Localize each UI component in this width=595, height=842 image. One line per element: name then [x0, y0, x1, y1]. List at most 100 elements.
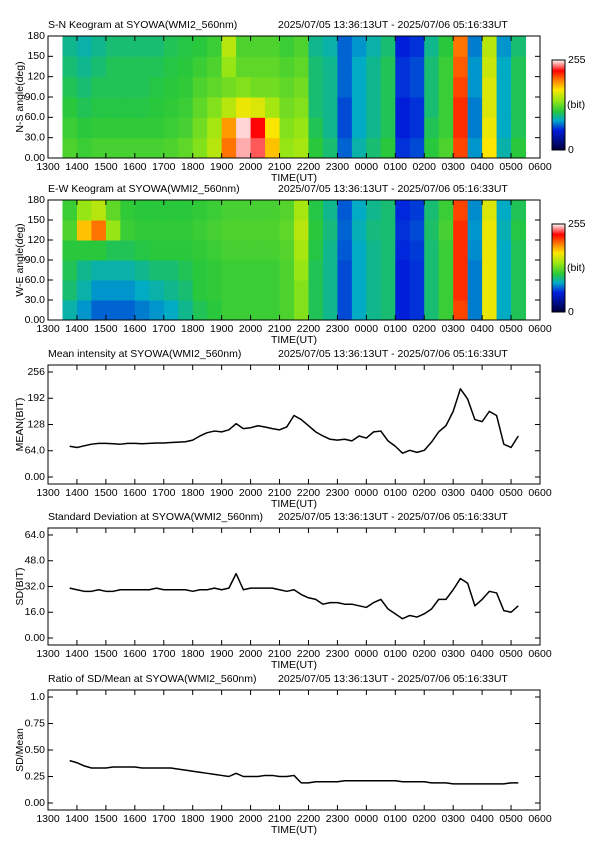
heatmap-cell: [366, 200, 382, 221]
heatmap-cell: [163, 97, 179, 118]
y-tick-label: 180: [27, 194, 45, 206]
chart-subtitle: 2025/07/05 13:36:13UT - 2025/07/06 05:16…: [278, 19, 508, 31]
heatmap-cell: [380, 260, 396, 281]
heatmap-cell: [395, 117, 411, 139]
heatmap-cell: [294, 300, 309, 320]
x-tick-label: 0100: [384, 813, 408, 825]
heatmap-cell: [221, 117, 237, 139]
heatmap-cell: [221, 137, 237, 158]
x-tick-label: 1500: [94, 161, 118, 173]
heatmap-cell: [207, 280, 223, 301]
heatmap-cell: [149, 240, 165, 261]
heatmap-cell: [149, 260, 165, 281]
heatmap-cell: [62, 200, 78, 221]
y-tick-label: 150: [27, 214, 45, 226]
y-tick-label: 90.0: [25, 254, 46, 266]
heatmap-cell: [134, 200, 150, 221]
heatmap-cell: [322, 260, 338, 281]
heatmap-cell: [438, 76, 454, 98]
heatmap-cell: [62, 137, 78, 158]
x-tick-label: 1900: [210, 648, 234, 660]
x-tick-label: 1400: [65, 161, 89, 173]
x-tick-label: 1300: [36, 648, 60, 660]
heatmap-cell: [279, 220, 295, 241]
data-line: [69, 759, 519, 785]
heatmap-cell: [322, 76, 338, 98]
heatmap-cell: [120, 280, 136, 301]
heatmap-cell: [409, 76, 425, 98]
heatmap-cell: [409, 36, 425, 57]
heatmap-cell: [496, 137, 512, 158]
heatmap-cell: [467, 36, 483, 57]
heatmap-cell: [105, 117, 121, 139]
plot-frame: [47, 364, 541, 485]
heatmap-cell: [192, 36, 208, 57]
heatmap-cell: [76, 97, 92, 118]
heatmap-cell: [279, 117, 295, 139]
heatmap-cell: [91, 300, 107, 320]
x-tick-label: 2300: [326, 648, 350, 660]
chart-title: Mean intensity at SYOWA(WMI2_560nm): [48, 348, 241, 360]
x-tick-label: 1800: [181, 161, 205, 173]
heatmap-cell: [308, 36, 324, 57]
y-tick-label: 120: [27, 234, 45, 246]
x-tick-label: 0200: [413, 648, 437, 660]
heatmap-cell: [105, 36, 121, 57]
heatmap-cell: [438, 117, 454, 139]
chart-subtitle: 2025/07/05 13:36:13UT - 2025/07/06 05:16…: [278, 183, 508, 195]
heatmap-cell: [192, 56, 208, 78]
x-tick-label: 1600: [123, 487, 147, 499]
heatmap-cell: [236, 97, 252, 118]
heatmap-cell: [380, 300, 396, 320]
heatmap-cell: [496, 200, 512, 221]
heatmap-cell: [337, 300, 353, 320]
heatmap-cell: [366, 117, 382, 139]
heatmap-cell: [395, 56, 411, 78]
heatmap-cell: [178, 76, 194, 98]
y-tick-label: 1.0: [30, 691, 45, 703]
heatmap-cell: [467, 97, 483, 118]
heatmap-cell: [76, 220, 92, 241]
heatmap-cell: [467, 240, 483, 261]
heatmap-cell: [467, 137, 483, 158]
heatmap-cell: [294, 280, 309, 301]
heatmap-cell: [76, 36, 92, 57]
x-tick-label: 0500: [499, 487, 523, 499]
heatmap-cell: [395, 97, 411, 118]
x-tick-label: 1700: [152, 648, 176, 660]
heatmap-cell: [120, 220, 136, 241]
heatmap-cell: [134, 240, 150, 261]
heatmap-cell: [453, 36, 469, 57]
x-tick-label: 0000: [355, 648, 379, 660]
heatmap-cell: [337, 97, 353, 118]
x-tick-label: 0600: [528, 323, 552, 335]
heatmap-cell: [163, 300, 179, 320]
heatmap-cell: [279, 56, 295, 78]
heatmap-cell: [163, 137, 179, 158]
heatmap-cell: [76, 200, 92, 221]
x-tick-label: 1900: [210, 487, 234, 499]
x-tick-label: 1400: [65, 648, 89, 660]
heatmap-cell: [294, 260, 309, 281]
heatmap-cell: [453, 200, 469, 221]
heatmap-cell: [482, 300, 498, 320]
heatmap-cell: [62, 240, 78, 261]
heatmap-cell: [221, 36, 237, 57]
heatmap-cell: [395, 36, 411, 57]
heatmap-cell: [438, 137, 454, 158]
heatmap-cell: [120, 36, 136, 57]
heatmap-cell: [149, 137, 165, 158]
heatmap-cell: [453, 240, 469, 261]
heatmap-cell: [250, 76, 266, 98]
x-tick-label: 1800: [181, 648, 205, 660]
heatmap-cell: [294, 56, 309, 78]
heatmap-cell: [366, 220, 382, 241]
x-tick-label: 1700: [152, 487, 176, 499]
heatmap-cell: [265, 76, 281, 98]
heatmap-cell: [105, 97, 121, 118]
heatmap-cell: [496, 117, 512, 139]
x-tick-label: 1300: [36, 161, 60, 173]
heatmap-cell: [322, 117, 338, 139]
heatmap-cell: [279, 97, 295, 118]
heatmap-cell: [236, 36, 252, 57]
